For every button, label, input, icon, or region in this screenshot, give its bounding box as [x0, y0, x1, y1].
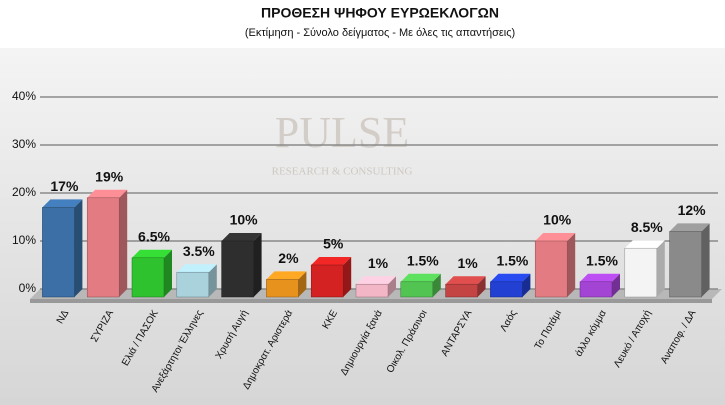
- bar-top: [669, 223, 710, 232]
- value-label: 2%: [278, 250, 299, 266]
- bar: [42, 207, 75, 298]
- value-label: 17%: [50, 178, 79, 194]
- y-tick-label: 30%: [12, 137, 36, 151]
- y-tick-label: 10%: [12, 233, 36, 247]
- chart-title: ΠΡΟΘΕΣΗ ΨΗΦΟΥ ΕΥΡΩΕΚΛΟΓΩΝ: [261, 5, 499, 21]
- bar-top: [176, 264, 217, 273]
- bar-top: [356, 276, 396, 285]
- y-tick-label: 0%: [19, 281, 37, 295]
- bar-top: [400, 273, 441, 282]
- bar-top: [132, 249, 172, 258]
- bar-side: [701, 223, 710, 297]
- bar-top: [42, 199, 83, 208]
- value-label: 1.5%: [496, 253, 528, 269]
- bar: [176, 271, 210, 298]
- value-label: 1.5%: [407, 253, 439, 269]
- y-tick-label: 20%: [12, 185, 36, 199]
- y-tick-label: 40%: [12, 89, 36, 103]
- bar-side: [567, 233, 576, 297]
- bar-top: [445, 276, 486, 285]
- bar-side: [164, 249, 172, 297]
- bar-side: [477, 276, 486, 297]
- chart-subtitle: (Εκτίμηση - Σύνολο δείγματος - Με όλες τ…: [245, 27, 515, 39]
- bar: [400, 281, 434, 298]
- floor-edge: [30, 299, 712, 303]
- bar-side: [522, 273, 531, 297]
- value-label: 10%: [543, 212, 572, 228]
- bar-side: [343, 257, 352, 297]
- bar: [669, 231, 702, 298]
- bar-top: [490, 273, 531, 282]
- bar: [579, 281, 613, 298]
- bar-side: [298, 271, 307, 297]
- bar: [534, 240, 568, 298]
- bar-top: [266, 271, 307, 280]
- bar-top: [580, 273, 620, 282]
- bar: [355, 283, 389, 298]
- value-label: 6.5%: [138, 229, 170, 245]
- value-label: 19%: [95, 169, 124, 185]
- watermark: RESEARCH & CONSULTING: [272, 166, 413, 178]
- value-label: 8.5%: [631, 219, 663, 235]
- bar-top: [535, 233, 576, 241]
- value-label: 5%: [323, 236, 344, 252]
- value-label: 12%: [678, 202, 707, 218]
- watermark: PULSE: [275, 108, 409, 157]
- bar: [131, 257, 165, 298]
- bar-top: [221, 233, 262, 241]
- bar-side: [612, 273, 620, 297]
- value-label: 1%: [368, 255, 389, 271]
- bar-side: [74, 199, 83, 297]
- bar: [266, 279, 299, 298]
- bar-side: [432, 273, 441, 297]
- bar-top: [87, 189, 128, 198]
- bar-side: [656, 240, 665, 297]
- bar-side: [208, 264, 217, 297]
- bar: [86, 197, 120, 298]
- value-label: 1.5%: [586, 253, 618, 269]
- value-label: 10%: [230, 212, 259, 228]
- bar-side: [253, 233, 262, 297]
- bar-side: [388, 276, 396, 297]
- value-label: 1%: [457, 255, 478, 271]
- bar: [445, 283, 478, 298]
- bar-top: [311, 257, 352, 265]
- value-label: 3.5%: [183, 243, 215, 259]
- bar: [310, 264, 344, 298]
- bar: [624, 247, 658, 298]
- bar-side: [119, 189, 128, 297]
- bar-top: [624, 240, 665, 249]
- bar: [490, 281, 523, 298]
- bar: [221, 240, 254, 298]
